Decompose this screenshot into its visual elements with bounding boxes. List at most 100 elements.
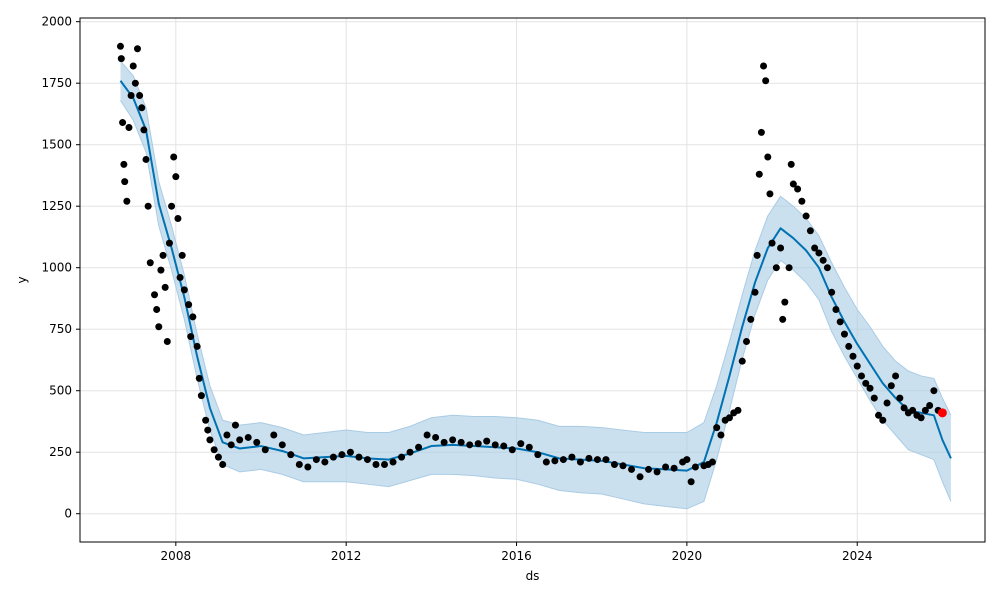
- observed-point: [645, 465, 653, 473]
- y-tick-label: 0: [64, 507, 72, 521]
- observed-point: [717, 431, 725, 439]
- observed-point: [261, 446, 269, 454]
- observed-point: [828, 288, 836, 296]
- observed-point: [406, 448, 414, 456]
- x-tick-label: 2020: [672, 549, 703, 563]
- y-tick-label: 250: [49, 445, 72, 459]
- observed-point: [176, 274, 184, 282]
- observed-point: [500, 442, 508, 450]
- observed-point: [662, 463, 670, 471]
- observed-point: [772, 264, 780, 272]
- observed-point: [747, 315, 755, 323]
- observed-point: [619, 462, 627, 470]
- observed-point: [534, 451, 542, 459]
- observed-point: [777, 244, 785, 252]
- latest-observation: [937, 408, 947, 418]
- observed-point: [140, 126, 148, 134]
- observed-point: [542, 458, 550, 466]
- y-axis-title: y: [15, 276, 29, 283]
- y-tick-label: 2000: [41, 15, 72, 29]
- observed-point: [174, 214, 182, 222]
- observed-point: [338, 451, 346, 459]
- observed-point: [887, 382, 895, 390]
- observed-point: [683, 456, 691, 464]
- observed-point: [159, 251, 167, 259]
- observed-point: [133, 45, 141, 53]
- observed-point: [862, 379, 870, 387]
- observed-point: [127, 91, 135, 99]
- observed-point: [129, 62, 137, 70]
- y-tick-label: 1250: [41, 199, 72, 213]
- observed-point: [193, 342, 201, 350]
- x-tick-label: 2012: [331, 549, 362, 563]
- observed-point: [466, 441, 474, 449]
- observed-point: [363, 456, 371, 464]
- observed-point: [131, 79, 139, 87]
- x-axis: 2008 2012 2016 2020 2024: [161, 542, 873, 563]
- observed-point: [287, 451, 295, 459]
- observed-point: [227, 441, 235, 449]
- observed-point: [138, 104, 146, 112]
- observed-point: [278, 441, 286, 449]
- observed-point: [432, 433, 440, 441]
- observed-point: [525, 443, 533, 451]
- observed-point: [372, 461, 380, 469]
- observed-point: [836, 318, 844, 326]
- observed-point: [398, 453, 406, 461]
- observed-point: [845, 342, 853, 350]
- observed-point: [917, 414, 925, 422]
- observed-point: [423, 431, 431, 439]
- observed-point: [909, 406, 917, 414]
- observed-point: [870, 394, 878, 402]
- observed-series: [116, 42, 942, 486]
- observed-point: [146, 259, 154, 267]
- observed-point: [764, 153, 772, 161]
- observed-point: [687, 478, 695, 486]
- observed-point: [849, 352, 857, 360]
- observed-point: [610, 461, 618, 469]
- observed-point: [440, 438, 448, 446]
- x-tick-label: 2016: [501, 549, 532, 563]
- observed-point: [879, 416, 887, 424]
- observed-point: [236, 436, 244, 444]
- observed-point: [670, 464, 678, 472]
- observed-point: [708, 458, 716, 466]
- observed-point: [602, 456, 610, 464]
- observed-point: [568, 453, 576, 461]
- observed-point: [144, 202, 152, 210]
- observed-point: [819, 256, 827, 264]
- observed-point: [713, 424, 721, 432]
- observed-point: [155, 323, 163, 331]
- observed-point: [743, 338, 751, 346]
- observed-point: [415, 443, 423, 451]
- observed-point: [779, 315, 787, 323]
- observed-point: [168, 202, 176, 210]
- y-tick-label: 1750: [41, 76, 72, 90]
- observed-point: [117, 55, 125, 63]
- observed-point: [136, 91, 144, 99]
- observed-point: [157, 266, 165, 274]
- observed-point: [753, 251, 761, 259]
- observed-point: [491, 441, 499, 449]
- observed-point: [165, 239, 173, 247]
- observed-point: [559, 456, 567, 464]
- observed-point: [270, 431, 278, 439]
- observed-point: [766, 190, 774, 198]
- observed-point: [125, 123, 133, 131]
- observed-point: [253, 438, 261, 446]
- observed-point: [231, 421, 239, 429]
- observed-point: [798, 197, 806, 205]
- observed-point: [170, 153, 178, 161]
- observed-point: [508, 446, 516, 454]
- observed-point: [781, 298, 789, 306]
- y-tick-label: 500: [49, 384, 72, 398]
- observed-point: [116, 42, 124, 50]
- observed-point: [866, 384, 874, 392]
- observed-point: [883, 399, 891, 407]
- observed-point: [329, 453, 337, 461]
- observed-point: [474, 440, 482, 448]
- observed-point: [210, 446, 218, 454]
- observed-point: [853, 362, 861, 370]
- observed-point: [930, 387, 938, 395]
